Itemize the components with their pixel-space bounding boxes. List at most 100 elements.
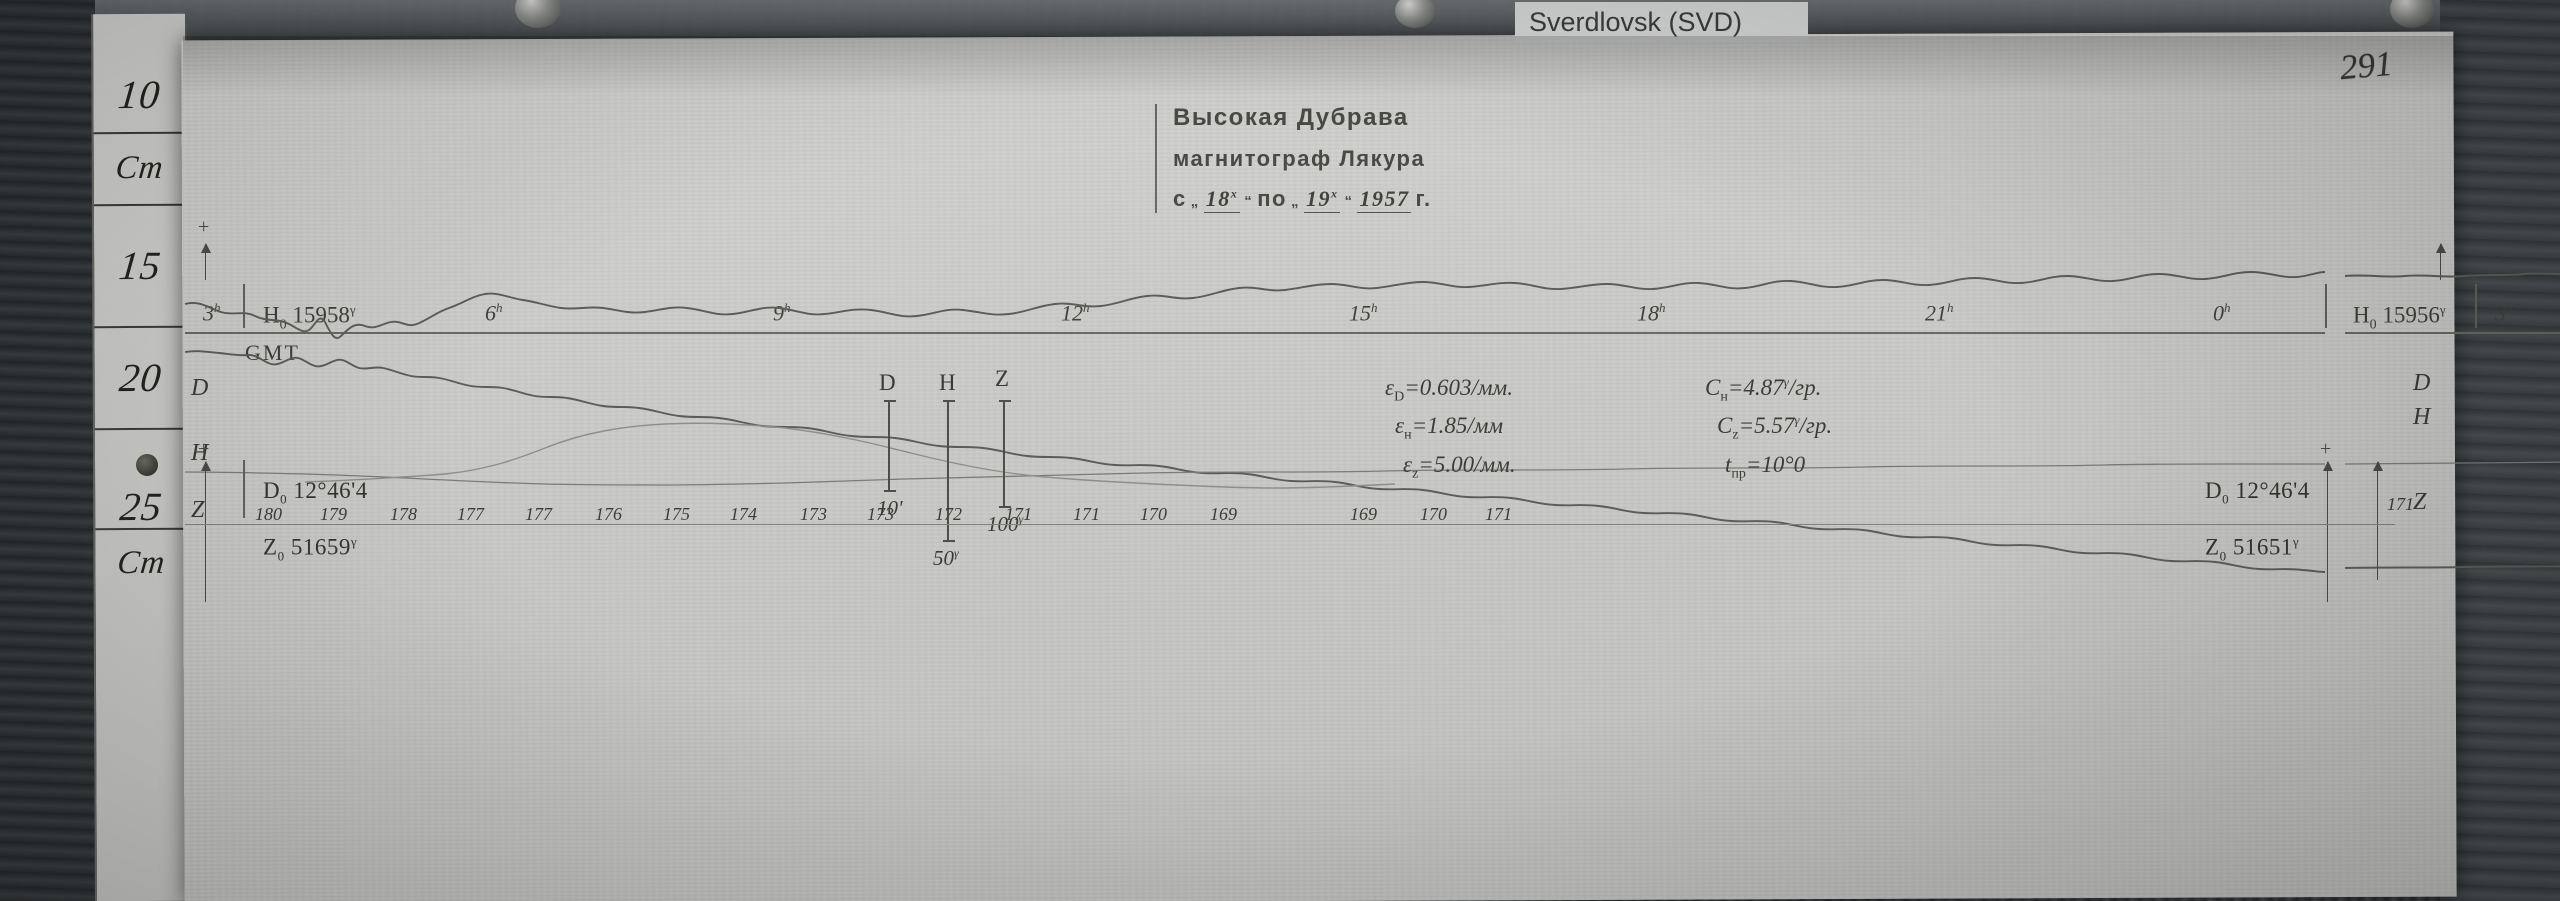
hour-tick-value: 3	[203, 300, 214, 326]
dateline-quote-1: „	[1190, 193, 1200, 210]
baseline-value: 176	[595, 504, 622, 524]
c-h-sym: C	[1705, 375, 1721, 400]
eps-h-sym: ε	[1395, 413, 1405, 439]
trace-label-left-d: D	[191, 375, 209, 401]
baseline-value: 169	[1350, 504, 1377, 524]
ruler-cell-15: 15	[93, 203, 187, 329]
eps-d-val: 0.603	[1419, 375, 1472, 400]
eps-d-sym: ε	[1385, 375, 1395, 400]
dateline-quote-4: “	[1344, 193, 1354, 210]
trace-label-right-d: D	[2413, 370, 2431, 396]
ruler-cell-10: 10	[93, 55, 186, 135]
time-axis-line	[185, 332, 2325, 334]
bottom-tick-left	[243, 460, 245, 518]
right-dark-edge	[2440, 0, 2560, 901]
scalebar-value-d-num: 10	[877, 496, 898, 520]
hour-tick-sup: h	[496, 300, 503, 315]
eps-h-sub: н	[1404, 427, 1412, 443]
baseline-value: 175	[663, 504, 690, 524]
year-value: 1957	[1357, 186, 1412, 213]
hour-tick-value: 21	[1925, 300, 1947, 326]
c-z-sym: C	[1717, 413, 1733, 439]
constant-c-h: Cн=4.87γ/гр.	[1705, 370, 1832, 408]
hour-tick-3: 3h	[203, 300, 221, 326]
baseline-values-row: 180 179 178 177 177 176 175 174 173 173 172 171 171 1…	[185, 504, 2440, 528]
h0-left-sub: 0	[279, 317, 287, 333]
hour-tick-15: 15h	[1349, 300, 1378, 326]
baseline-value: 172	[935, 504, 962, 524]
z0-left: Z0 51659γ	[263, 534, 357, 564]
eps-z-val: 5.00	[1433, 451, 1475, 477]
ruler-label: 15	[116, 242, 164, 288]
d0z0-right: D0 12°46'4	[2205, 478, 2310, 508]
eps-z-eq: =	[1418, 451, 1434, 477]
hour-tick-sup: h	[1371, 300, 1378, 315]
eps-z-sub: z	[1412, 466, 1419, 482]
baseline-value: 170	[1140, 504, 1167, 524]
h0-left-value: 15958	[292, 302, 350, 328]
baseline-value: 171	[1485, 504, 1512, 524]
baseline-value: 174	[730, 504, 757, 524]
constants-right: Cн=4.87γ/гр. Cz=5.57γ/гр. tпр=10°0	[1705, 370, 1832, 485]
trace-path-h-right	[2344, 565, 2560, 569]
trace-path-d-right	[2344, 272, 2560, 278]
hour-tick-value: 6	[485, 300, 496, 326]
d0z0-left: D0 12°46'4	[263, 478, 368, 508]
trace-label-right-z: Z	[2413, 489, 2427, 515]
scalebar-name-z: Z	[995, 366, 1010, 391]
z0-left-unit: γ	[350, 534, 358, 549]
hour-tick-value: 3	[2495, 300, 2506, 326]
c-h-per: /гр.	[1788, 375, 1822, 400]
trace-path-h	[184, 350, 2326, 573]
chart-area: 3h 6h 9h 12h 15h 18h 21h 0h 3h + H0 15958γ H0 15…	[184, 216, 2560, 852]
h0-left: H0 15958γ	[263, 302, 356, 333]
d0-right-value: 12°46'4	[2235, 478, 2310, 503]
eps-h-eq: =	[1411, 413, 1428, 439]
constant-c-z: Cz=5.57γ/гр.	[1705, 408, 1832, 446]
eps-z-sym: ε	[1403, 451, 1413, 477]
eps-h-val: 1.85	[1427, 413, 1468, 439]
scalebar-bar-d	[884, 400, 896, 492]
eps-h-per: /мм	[1467, 413, 1504, 439]
baseline-value: 173	[800, 504, 827, 524]
h0-left-sym: H	[263, 302, 280, 328]
ruler-label: 10	[116, 71, 163, 117]
left-frame-tick	[243, 284, 245, 328]
t-pr-eq: =	[1745, 451, 1762, 477]
scalebar-value-h-unit: γ	[954, 546, 959, 560]
hour-tick-sup: h	[214, 300, 221, 315]
bottom-arrow-right-2	[2373, 461, 2383, 580]
scalebar-value-h-num: 50	[933, 546, 954, 570]
right-frame-tick	[2325, 284, 2327, 328]
scalebar-bar-h	[943, 400, 955, 542]
z0-right-sym: Z	[2205, 534, 2220, 560]
c-z-sub: z	[1732, 427, 1739, 443]
z0-left-sym: Z	[263, 534, 278, 560]
date-to-day: 19	[1305, 186, 1331, 211]
d0-left-sym: D	[263, 478, 281, 503]
c-h-unit: γ	[1783, 374, 1789, 390]
c-h-val: 4.87	[1743, 375, 1784, 400]
baseline-value: 177	[525, 504, 552, 524]
date-to: 19x	[1303, 186, 1341, 213]
scalebar-name-h: H	[939, 370, 956, 395]
c-z-val: 5.57	[1754, 413, 1795, 439]
date-from: 18x	[1203, 186, 1241, 213]
z0-right: Z0 51651γ	[2205, 534, 2299, 564]
z0-left-sub: 0	[277, 548, 285, 564]
right-frame-tick-2	[2475, 284, 2477, 328]
ruler-cell-cm-top: Cm	[93, 131, 186, 207]
baseline-value: 169	[1210, 504, 1237, 524]
hour-tick-value: 15	[1349, 300, 1371, 326]
c-z-eq: =	[1738, 413, 1755, 439]
hour-tick-6: 6h	[485, 300, 503, 326]
dateline-quote-3: „	[1290, 193, 1300, 210]
trace-curves	[184, 271, 2560, 573]
title-station: Высокая Дубрава	[1173, 104, 1409, 131]
hour-tick-sup: h	[1659, 300, 1666, 315]
baseline-value: 170	[1420, 504, 1447, 524]
baseline-axis-line	[185, 524, 2225, 525]
station-overlay-text: Sverdlovsk (SVD)	[1529, 6, 1743, 37]
top-arrow-left	[201, 243, 211, 280]
